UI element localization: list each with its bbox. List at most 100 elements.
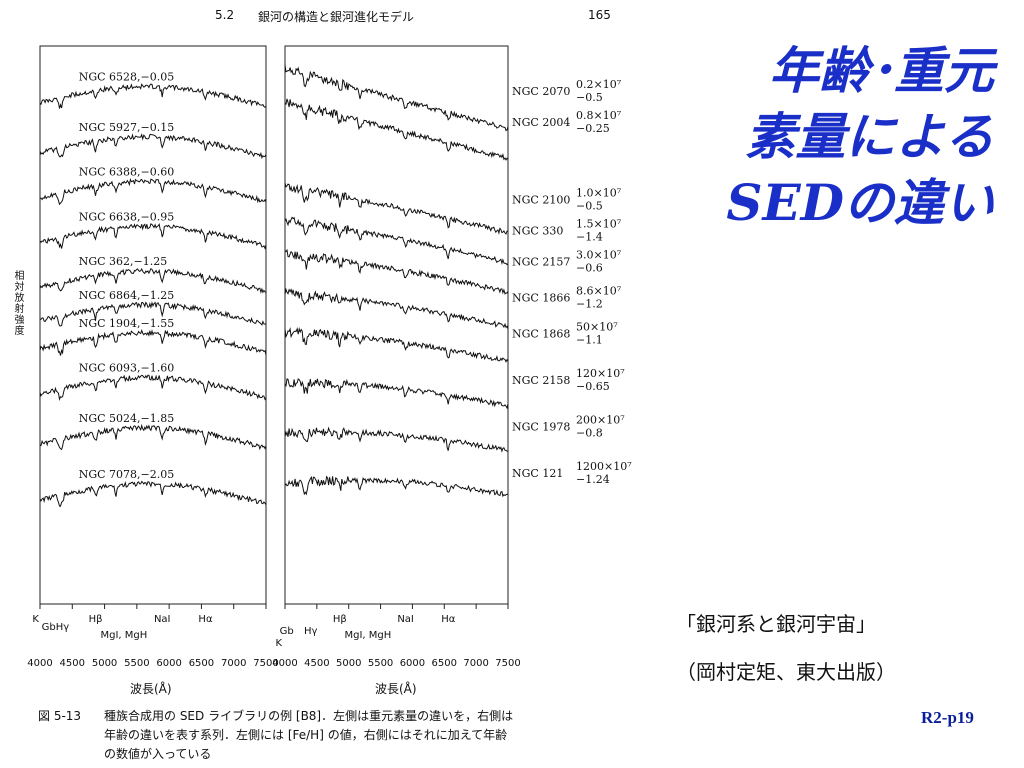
series-label: NGC 1978 [512,421,570,434]
series-age-label: 0.8×10⁷ [576,109,622,122]
x-tick-label: 5500 [368,658,393,669]
marker-nai: NaI [154,614,171,625]
series-label: NGC 7078,−2.05 [79,468,175,481]
caption-line-3: の数値が入っている [104,747,212,761]
x-tick-label: 7500 [253,658,278,669]
marker-halpha: Hα [441,614,456,625]
series-label: NGC 6638,−0.95 [79,210,175,223]
x-tick-label: 7500 [495,658,520,669]
marker-mgi-mgh: MgI, MgH [100,630,147,641]
series-label: NGC 121 [512,467,563,480]
marker-nai: NaI [397,614,414,625]
x-axis-title-left: 波長(Å) [130,682,172,696]
marker-hbeta: Hβ [333,614,347,625]
caption-line-2: 年齢の違いを表す系列．左側には [Fe/H] の値，右側にはそれに加えて年齢 [104,728,508,742]
marker-k: K [275,638,282,649]
x-tick-label: 5000 [336,658,361,669]
series-feh-label: −0.6 [576,261,603,274]
marker-halpha: Hα [198,614,213,625]
series-label: NGC 6864,−1.25 [79,289,175,302]
spectrum-line [284,378,509,410]
spectrum-line [284,426,509,453]
series-feh-label: −1.1 [576,334,603,347]
series-feh-label: −0.65 [576,380,610,393]
x-tick-label: 4500 [304,658,329,669]
spectrum-line [284,64,509,132]
series-label: NGC 2070 [512,85,570,98]
series-label: NGC 1866 [512,292,570,305]
series-label: NGC 6528,−0.05 [79,70,175,83]
panel-frame [39,45,267,605]
header-page-number: 165 [588,8,611,22]
series-label: NGC 5927,−0.15 [79,121,175,134]
spectrum-line [39,374,267,401]
spectrum-line [39,133,267,160]
spectrum-line [284,182,509,235]
x-tick-label: 4500 [60,658,85,669]
x-tick-label: 5500 [124,658,149,669]
marker-mgi-mgh: MgI, MgH [344,630,391,641]
panel-frame [284,45,509,605]
series-feh-label: −0.5 [576,199,603,212]
series-age-label: 0.2×10⁷ [576,78,622,91]
spectrum-line [39,83,267,109]
series-label: NGC 2004 [512,116,570,129]
series-label: NGC 6388,−0.60 [79,166,175,179]
book-reference-title: 「銀河系と銀河宇宙」 [676,612,876,636]
header-section-number: 5.2 [215,8,235,22]
spectrum-line [284,475,509,498]
series-label: NGC 5024,−1.85 [79,412,175,425]
marker-hbeta: Hβ [89,614,103,625]
book-reference-author: （岡村定矩、東大出版） [676,660,896,684]
series-label: NGC 2158 [512,374,570,387]
series-age-label: 3.0×10⁷ [576,248,622,261]
spectrum-line [39,329,267,356]
y-axis-label: 相対放射強度 [12,270,23,336]
x-tick-label: 6500 [432,658,457,669]
spectrum-line [284,287,509,330]
x-tick-label: 6000 [400,658,425,669]
spectrum-line [284,248,509,295]
x-tick-label: 5000 [92,658,117,669]
series-age-label: 1.5×10⁷ [576,217,622,230]
marker-gb: Gb [280,626,294,637]
series-feh-label: −0.25 [576,122,610,135]
header-chapter-title: 銀河の構造と銀河進化モデル [258,10,415,24]
slide-number: R2-p19 [921,708,974,727]
x-tick-label: 4000 [27,658,52,669]
x-tick-label: 7000 [463,658,488,669]
x-tick-label: 7000 [221,658,246,669]
spectrum-line [39,301,266,327]
series-age-label: 8.6×10⁷ [576,285,622,298]
slide-title-line-2: 素量による [745,107,995,166]
x-tick-label: 6000 [156,658,181,669]
spectrum-line [39,267,267,294]
series-age-label: 120×10⁷ [576,367,625,380]
series-label: NGC 2157 [512,255,570,268]
spectrum-line [284,98,509,161]
series-feh-label: −1.2 [576,298,603,311]
marker-gbhg: GbHγ [42,622,70,633]
series-age-label: 1200×10⁷ [576,460,632,473]
slide-title: 年齢･重元 素量による SEDの違い [674,38,994,236]
series-feh-label: −0.8 [576,427,603,440]
spectrum-line [284,216,509,266]
caption-label: 図 5-13 [38,709,82,723]
x-tick-label: 6500 [189,658,214,669]
series-label: NGC 6093,−1.60 [79,362,175,375]
series-label: NGC 330 [512,224,563,237]
marker-hgamma: Hγ [304,626,318,637]
caption-line-1: 種族合成用の SED ライブラリの例 [B8]．左側は重元素量の違いを，右側は [104,709,514,723]
x-tick-label: 4000 [272,658,297,669]
spectrum-line [39,178,267,206]
series-label: NGC 1868 [512,328,570,341]
slide-title-line-1: 年齢･重元 [769,41,994,100]
series-feh-label: −1.4 [576,230,603,243]
spectrum-line [40,423,267,451]
spectrum-line [284,327,509,363]
spectrum-line [39,222,267,250]
x-axis-title-right: 波長(Å) [375,682,417,696]
series-label: NGC 2100 [512,193,570,206]
slide-title-line-3: SEDの違い [726,173,994,232]
